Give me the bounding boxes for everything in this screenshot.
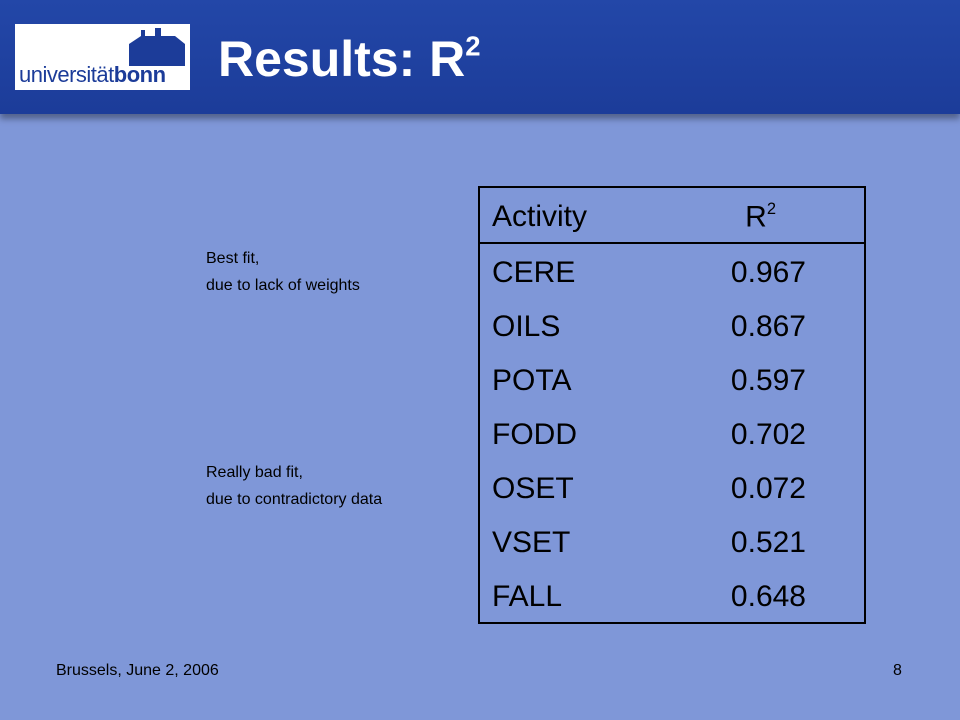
value-cell: 0.521 [730,526,806,559]
value-cell: 0.702 [730,418,806,451]
table-row: CERE 0.967 [480,244,864,298]
header-text: R [745,200,767,234]
table-row: OSET 0.072 [480,460,864,514]
title-superscript: 2 [465,30,481,62]
activity-cell: FODD [492,418,577,451]
value-cell: 0.648 [730,580,806,613]
table: Activity R2 CERE 0.967 OILS 0.867 POTA 0.597 F… [478,186,866,624]
table-row: FALL 0.648 [480,568,864,622]
annotation-line: Really bad fit, [206,464,303,481]
logo-text: universität [19,62,114,87]
annotation: Best fit, due to lack of weights [206,245,360,299]
value-cell: 0.072 [730,472,806,505]
header-cell: R2 [745,200,776,234]
annotation-line: Best fit, [206,250,260,267]
activity-cell: OILS [492,310,561,343]
page-number: 8 [893,662,902,679]
value-cell: 0.967 [730,256,806,289]
title-text: Results: R [218,31,466,87]
table-row: OILS 0.867 [480,298,864,352]
logo: universitätbonn [15,24,190,90]
activity-cell: POTA [492,364,572,397]
activity-cell: FALL [492,580,563,613]
activity-cell: VSET [492,526,571,559]
header-cell: Activity [492,200,588,233]
activity-cell: CERE [492,256,576,289]
table-row: POTA 0.597 [480,352,864,406]
logo-icon [129,28,185,66]
annotation: Really bad fit, due to contradictory dat… [206,459,382,513]
footer-text: Brussels, June 2, 2006 [56,662,219,679]
logo-text-bold: bonn [113,62,166,87]
value-cell: 0.867 [730,310,806,343]
annotation-line: due to lack of weights [206,277,360,294]
header-superscript: 2 [766,200,776,218]
activity-cell: OSET [492,472,574,505]
table-header: Activity R2 [480,188,864,244]
table-row: FODD 0.702 [480,406,864,460]
slide-title: Results: R2 [218,30,481,88]
value-cell: 0.597 [730,364,806,397]
table-row: VSET 0.521 [480,514,864,568]
annotation-line: due to contradictory data [206,491,383,508]
